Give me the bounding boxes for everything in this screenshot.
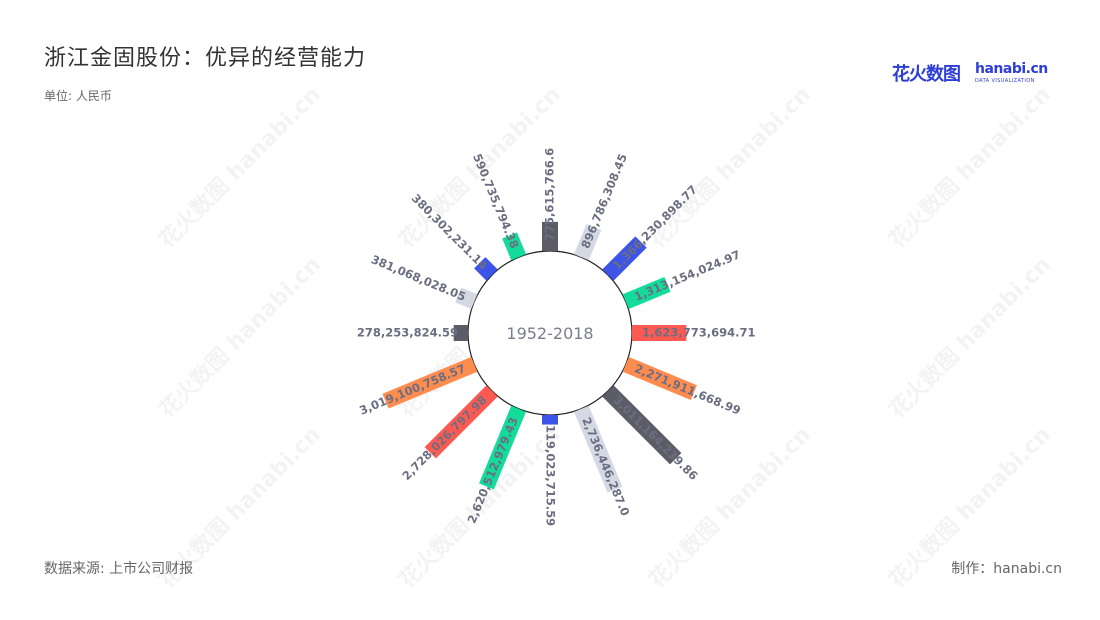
bar-value-label: 278,253,824.59: [357, 326, 458, 340]
data-source: 数据来源: 上市公司财报: [44, 561, 194, 577]
bar-group: [424, 385, 498, 459]
bar-group: [502, 232, 527, 261]
chart-bar[interactable]: [573, 405, 623, 493]
chart-bar[interactable]: [542, 415, 558, 425]
logo-cn-text: 花火数图: [892, 64, 961, 85]
bar-group: [602, 236, 647, 281]
bar-group: [455, 287, 478, 310]
bar-group: [573, 223, 602, 261]
bar-group: [542, 415, 558, 425]
chart-bar[interactable]: [453, 325, 469, 341]
bar-value-label: 3,019,100,758.57: [357, 361, 467, 417]
bar-group: [453, 325, 469, 341]
chart-bar[interactable]: [474, 257, 498, 281]
bar-group: [382, 356, 478, 409]
unit-label: 单位: 人民币: [44, 89, 112, 103]
chart-bar[interactable]: [602, 236, 647, 281]
chart-maker: 制作：hanabi.cn: [951, 561, 1062, 577]
bar-value-label: 775,615,766.6: [543, 148, 557, 241]
chart-bar[interactable]: [424, 385, 498, 459]
chart-bar[interactable]: [622, 356, 697, 400]
bar-group: [631, 325, 687, 341]
bar-value-label: 381,068,028.05: [369, 252, 468, 304]
chart-bar[interactable]: [382, 356, 478, 409]
chart-bar[interactable]: [455, 287, 478, 310]
chart-bar[interactable]: [542, 221, 558, 251]
chart-title: 浙江金固股份：优异的经营能力: [44, 46, 367, 71]
bar-value-label: 1,623,773,694.71: [642, 326, 756, 340]
chart-bar[interactable]: [479, 405, 527, 490]
bar-value-label: 1,366,230,898.77: [610, 182, 700, 272]
bar-value-label: 2,620,512,979.43: [464, 415, 520, 525]
bar-value-label: 2,728,026,797.98: [399, 393, 489, 483]
chart-bar[interactable]: [573, 223, 602, 261]
bar-value-label: 380,302,231.14: [409, 191, 490, 272]
bar-value-label: 896,786,308.45: [578, 152, 630, 251]
center-label: 1952-2018: [506, 324, 593, 343]
chart-bar[interactable]: [622, 276, 671, 310]
bar-value-label: 590,735,794.38: [470, 152, 522, 251]
bar-group: [602, 385, 682, 465]
chart-bar[interactable]: [502, 232, 527, 261]
bar-value-label: 2,736,446,287.0: [579, 415, 632, 518]
chart-bar[interactable]: [631, 325, 687, 341]
bar-value-label: 2,271,911,668.99: [633, 361, 743, 417]
bar-group: [622, 276, 671, 310]
bar-group: [542, 221, 558, 251]
bar-group: [622, 356, 697, 400]
bar-group: [479, 405, 527, 490]
logo-sub-text: DATA VISUALIZATION: [975, 78, 1035, 84]
bar-group: [474, 257, 498, 281]
hanabi-logo: 花火数图 hanabi.cn DATA VISUALIZATION: [892, 58, 1048, 88]
bar-value-label: 119,023,715.59: [544, 425, 558, 526]
bar-value-label: 1,313,154,024.97: [632, 247, 742, 303]
chart-bar[interactable]: [602, 385, 682, 465]
bar-value-label: 3,011,164,239.86: [611, 393, 701, 483]
logo-en-text: hanabi.cn: [975, 61, 1048, 77]
bar-group: [573, 405, 623, 493]
